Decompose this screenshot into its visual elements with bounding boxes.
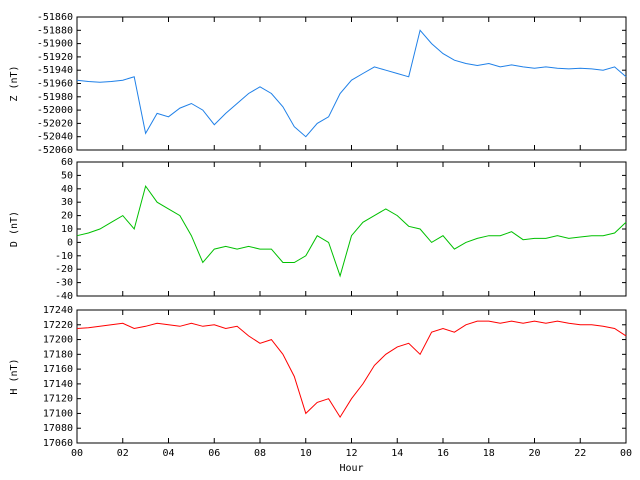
x-tick-label: 16 bbox=[437, 448, 449, 459]
x-tick-label: 02 bbox=[117, 448, 129, 459]
y-tick-label: 50 bbox=[61, 170, 73, 181]
y-tick-label: -51940 bbox=[37, 65, 73, 76]
y-tick-label: -51860 bbox=[37, 12, 73, 23]
y-tick-label: 17140 bbox=[43, 379, 73, 390]
x-tick-label: 12 bbox=[345, 448, 357, 459]
x-axis-label: Hour bbox=[339, 463, 363, 474]
y-tick-label: 17180 bbox=[43, 349, 73, 360]
y-tick-label: 17200 bbox=[43, 335, 73, 346]
x-tick-label: 18 bbox=[483, 448, 495, 459]
x-tick-label: 10 bbox=[300, 448, 312, 459]
data-line bbox=[76, 29, 627, 138]
y-tick-label: -30 bbox=[55, 278, 73, 289]
x-tick-label: 00 bbox=[71, 448, 83, 459]
x-tick-label: 08 bbox=[254, 448, 266, 459]
data-line bbox=[76, 320, 627, 419]
x-tick-label: 04 bbox=[162, 448, 174, 459]
y-tick-label: 17160 bbox=[43, 364, 73, 375]
y-tick-label: 10 bbox=[61, 224, 73, 235]
data-line bbox=[76, 184, 627, 278]
y-axis-label: H (nT) bbox=[9, 358, 20, 394]
x-tick-label: 14 bbox=[391, 448, 403, 459]
y-tick-label: -51960 bbox=[37, 79, 73, 90]
y-tick-label: -52020 bbox=[37, 118, 73, 129]
y-tick-label: 0 bbox=[67, 237, 73, 248]
y-tick-label: 17120 bbox=[43, 394, 73, 405]
y-tick-label: 17220 bbox=[43, 320, 73, 331]
y-tick-label: -10 bbox=[55, 251, 73, 262]
y-tick-label: 20 bbox=[61, 211, 73, 222]
x-tick-label: 00 bbox=[620, 448, 632, 459]
x-tick-label: 06 bbox=[208, 448, 220, 459]
y-tick-label: -52000 bbox=[37, 105, 73, 116]
y-tick-label: 40 bbox=[61, 184, 73, 195]
y-tick-label: -40 bbox=[55, 291, 73, 302]
y-axis-label: Z (nT) bbox=[9, 65, 20, 101]
y-tick-label: 30 bbox=[61, 197, 73, 208]
x-tick-label: 22 bbox=[574, 448, 586, 459]
y-tick-label: -51880 bbox=[37, 25, 73, 36]
y-tick-label: 60 bbox=[61, 157, 73, 168]
y-tick-label: 17100 bbox=[43, 408, 73, 419]
y-axis-label: D (nT) bbox=[9, 211, 20, 247]
y-tick-label: -51980 bbox=[37, 92, 73, 103]
y-tick-label: -52040 bbox=[37, 132, 73, 143]
y-tick-label: 17080 bbox=[43, 423, 73, 434]
y-tick-label: -51900 bbox=[37, 39, 73, 50]
y-tick-label: 17060 bbox=[43, 438, 73, 449]
y-tick-label: -52060 bbox=[37, 145, 73, 156]
plot-frame bbox=[76, 16, 627, 151]
y-tick-label: 17240 bbox=[43, 305, 73, 316]
plot-frame bbox=[76, 161, 627, 297]
y-tick-label: -20 bbox=[55, 264, 73, 275]
plot-frame bbox=[76, 309, 627, 444]
y-tick-label: -51920 bbox=[37, 52, 73, 63]
x-tick-label: 20 bbox=[528, 448, 540, 459]
